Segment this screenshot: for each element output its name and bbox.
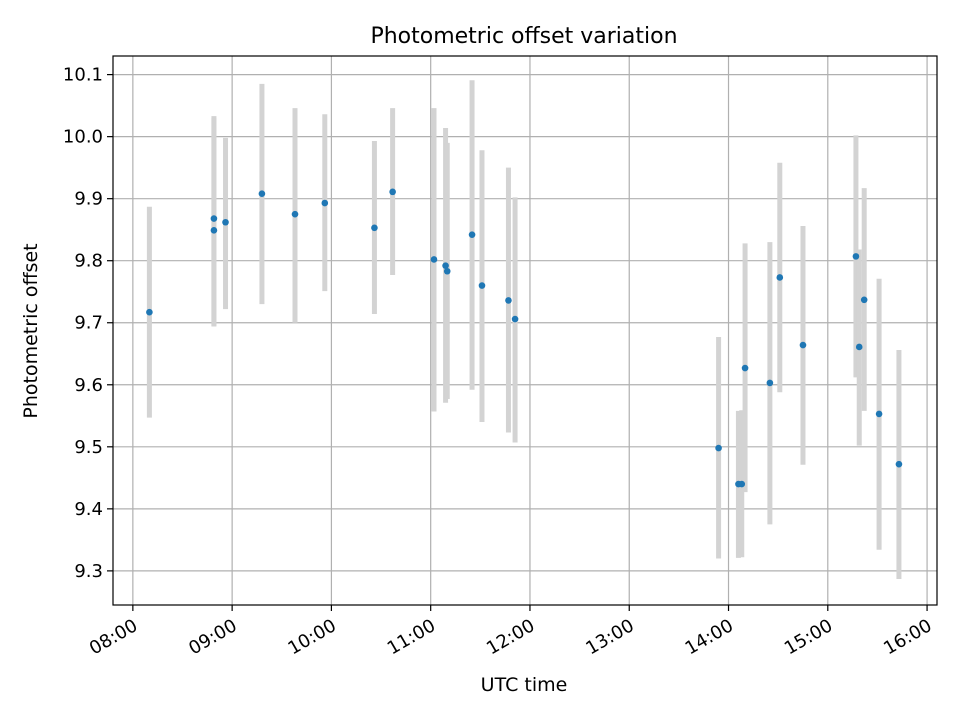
data-points [146, 188, 903, 488]
error-bars [146, 80, 902, 579]
x-tick-label: 14:00 [682, 615, 737, 659]
x-axis: 08:00 09:00 10:00 11:00 12:00 13:00 14:00 15:00… [86, 605, 936, 659]
data-point [855, 343, 863, 351]
x-tick-label: 11:00 [384, 615, 439, 659]
y-tick-label: 9.4 [74, 499, 103, 520]
chart-title: Photometric offset variation [370, 24, 677, 49]
x-tick-label: 15:00 [781, 615, 836, 659]
y-tick-label: 10.0 [63, 127, 103, 148]
y-tick-label: 9.3 [74, 561, 103, 582]
data-point [741, 364, 749, 372]
data-point [505, 297, 512, 304]
x-tick-label: 12:00 [483, 615, 538, 659]
data-point [291, 210, 299, 218]
y-tick-label: 9.5 [74, 437, 103, 458]
x-tick-label: 08:00 [86, 615, 141, 659]
y-tick-label: 9.9 [74, 189, 103, 210]
plot-frame [112, 55, 938, 606]
y-tick-label: 9.7 [74, 313, 103, 334]
y-axis-title: Photometric offset [20, 243, 42, 418]
data-point [430, 256, 438, 263]
data-point [776, 274, 784, 281]
y-tick-label: 10.1 [63, 65, 103, 86]
data-point [478, 282, 486, 289]
data-point [371, 224, 378, 232]
data-point [852, 253, 860, 260]
x-tick-label: 10:00 [284, 615, 339, 659]
data-point [210, 215, 218, 222]
data-point [321, 199, 329, 207]
data-point [766, 379, 774, 387]
y-tick-label: 9.6 [74, 375, 103, 396]
data-point [738, 480, 746, 488]
data-point [389, 188, 396, 196]
data-point [442, 262, 449, 269]
y-axis: 9.3 9.4 9.5 9.6 9.7 9.8 9.9 10.0 10.1 [63, 65, 113, 582]
x-axis-title: UTC time [481, 674, 568, 696]
data-point [511, 315, 519, 323]
y-tick-label: 9.8 [74, 251, 103, 272]
x-tick-label: 16:00 [880, 615, 935, 659]
data-point [443, 267, 451, 275]
data-point [210, 227, 218, 234]
x-tick-label: 09:00 [185, 615, 240, 659]
data-point [895, 460, 903, 468]
data-point [468, 231, 476, 238]
x-tick-label: 13:00 [582, 615, 637, 659]
data-point [875, 410, 883, 418]
data-point [258, 190, 266, 198]
data-point [146, 308, 153, 316]
data-point [799, 341, 807, 349]
data-point [860, 296, 868, 304]
grid [113, 56, 937, 605]
data-point [222, 218, 229, 226]
data-point [715, 444, 722, 452]
